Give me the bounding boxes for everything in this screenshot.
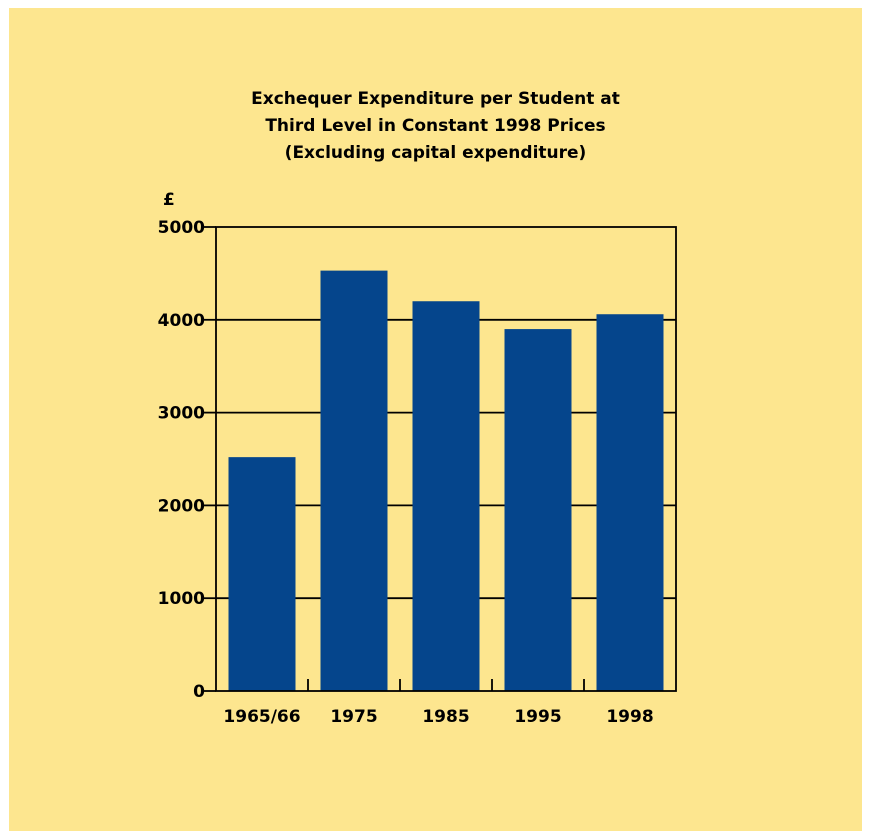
x-tick-label-1965/66: 1965/66 — [223, 707, 300, 727]
y-tick-label-0: 0 — [193, 682, 205, 702]
bar-1995 — [504, 329, 572, 691]
bar-1985 — [412, 301, 480, 691]
tick-labels: 0 1000 2000 3000 4000 5000 1965/66 1975 1985 1995… — [158, 218, 654, 727]
y-axis-label: £ — [163, 190, 175, 210]
plot-frame — [215, 226, 677, 692]
x-tick-label-1975: 1975 — [330, 707, 377, 727]
y-tick-label-3000: 3000 — [158, 404, 205, 424]
x-tick-label-1995: 1995 — [514, 707, 561, 727]
bar-1998 — [596, 314, 664, 691]
y-tick-label-1000: 1000 — [158, 589, 205, 609]
bar-1965/66 — [228, 457, 296, 691]
axes — [204, 226, 677, 692]
chart-title-line-3: (Excluding capital expenditure) — [284, 143, 587, 163]
chart-title-line-2: Third Level in Constant 1998 Prices — [265, 116, 606, 136]
chart-title-line-1: Exchequer Expenditure per Student at — [251, 89, 620, 109]
x-tick-label-1998: 1998 — [606, 707, 653, 727]
x-tick-label-1985: 1985 — [422, 707, 469, 727]
y-tick-label-2000: 2000 — [158, 496, 205, 516]
y-tick-label-4000: 4000 — [158, 311, 205, 331]
chart-title: Exchequer Expenditure per Student at Thi… — [0, 86, 871, 167]
y-tick-label-5000: 5000 — [158, 218, 205, 238]
bars — [228, 270, 664, 691]
bar-1975 — [320, 270, 388, 691]
